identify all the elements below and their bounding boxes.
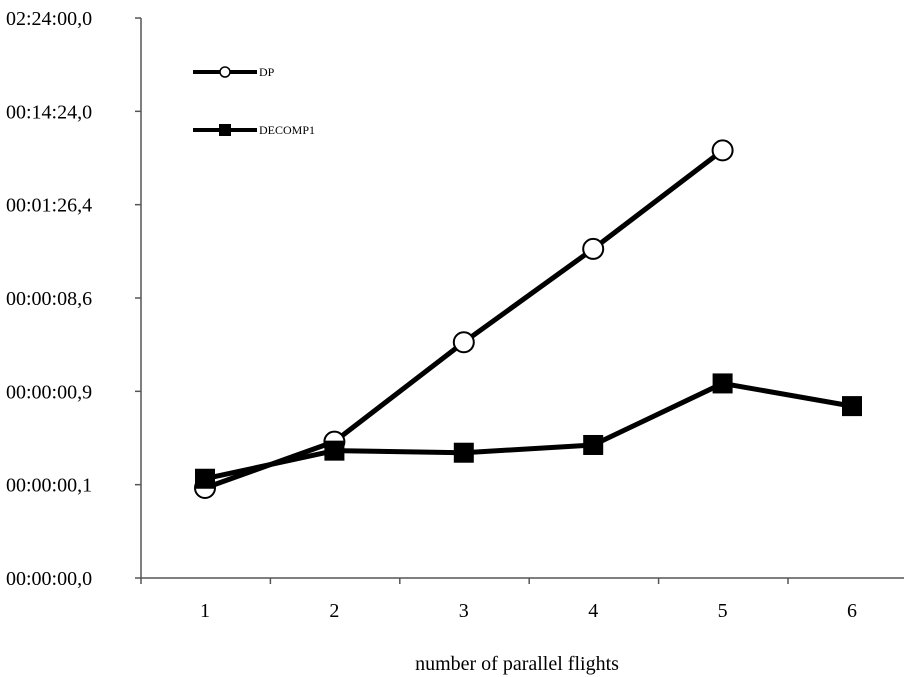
- y-tick-label: 00:00:08,6: [6, 288, 92, 310]
- legend-label: DP: [259, 65, 275, 79]
- x-tick-label: 2: [329, 600, 339, 622]
- data-point-square: [324, 440, 345, 461]
- x-tick-label: 6: [847, 600, 857, 622]
- x-tick-label: 3: [459, 600, 469, 622]
- data-point-square: [712, 373, 733, 394]
- data-point-square: [453, 442, 474, 463]
- legend: DP DECOMP1: [193, 65, 315, 137]
- x-axis-title: number of parallel flights: [415, 653, 619, 675]
- series-decomp1: [195, 373, 862, 489]
- y-tick-label: 00:00:00,0: [6, 568, 92, 590]
- x-tick-label: 4: [588, 600, 598, 622]
- y-tick-label: 02:24:00,0: [6, 8, 92, 30]
- series-line: [204, 148, 725, 491]
- data-point-circle: [711, 139, 734, 162]
- legend-item-decomp1: DECOMP1: [193, 123, 315, 137]
- legend-item-dp: DP: [193, 65, 275, 79]
- y-tick-label: 00:00:00,9: [6, 381, 92, 403]
- y-axis: 00:00:00,0 00:00:00,1 00:00:00,9 00:00:08,6…: [6, 8, 142, 590]
- series-line: [204, 380, 853, 482]
- y-tick-label: 00:14:24,0: [6, 101, 92, 123]
- x-axis: 1 2 3 4 5 6: [140, 577, 904, 622]
- legend-marker-circle: [219, 66, 231, 78]
- legend-label: DECOMP1: [259, 123, 315, 137]
- data-point-square: [842, 396, 862, 417]
- x-tick-label: 1: [200, 600, 210, 622]
- y-tick-label: 00:01:26,4: [6, 195, 92, 217]
- legend-marker-square: [219, 124, 231, 136]
- series-layer: [194, 139, 862, 499]
- data-point-circle: [582, 237, 605, 260]
- x-tick-label: 5: [718, 600, 728, 622]
- data-point-square: [583, 434, 604, 455]
- data-point-circle: [452, 331, 475, 354]
- data-point-square: [195, 468, 215, 489]
- y-tick-label: 00:00:00,1: [6, 475, 92, 497]
